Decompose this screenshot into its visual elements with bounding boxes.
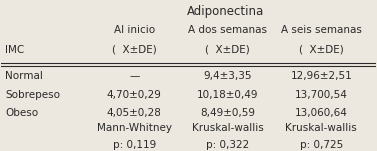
Text: p: 0,322: p: 0,322 [206,140,250,150]
Text: 13,060,64: 13,060,64 [295,108,348,118]
Text: 10,18±0,49: 10,18±0,49 [197,90,259,100]
Text: p: 0,119: p: 0,119 [113,140,156,150]
Text: (  X±DE): ( X±DE) [112,45,156,55]
Text: Kruskal-wallis: Kruskal-wallis [192,123,264,133]
Text: Mann-Whitney: Mann-Whitney [97,123,172,133]
Text: 13,700,54: 13,700,54 [295,90,348,100]
Text: 8,49±0,59: 8,49±0,59 [200,108,255,118]
Text: A dos semanas: A dos semanas [188,25,267,35]
Text: A seis semanas: A seis semanas [281,25,362,35]
Text: Normal: Normal [5,71,43,81]
Text: —: — [129,71,139,81]
Text: 9,4±3,35: 9,4±3,35 [204,71,252,81]
Text: (  X±DE): ( X±DE) [299,45,344,55]
Text: Sobrepeso: Sobrepeso [5,90,60,100]
Text: Al inicio: Al inicio [114,25,155,35]
Text: p: 0,725: p: 0,725 [300,140,343,150]
Text: Kruskal-wallis: Kruskal-wallis [285,123,357,133]
Text: IMC: IMC [5,45,25,55]
Text: Obeso: Obeso [5,108,38,118]
Text: 4,70±0,29: 4,70±0,29 [107,90,162,100]
Text: Adiponectina: Adiponectina [187,5,265,18]
Text: 4,05±0,28: 4,05±0,28 [107,108,162,118]
Text: 12,96±2,51: 12,96±2,51 [290,71,352,81]
Text: (  X±DE): ( X±DE) [205,45,250,55]
